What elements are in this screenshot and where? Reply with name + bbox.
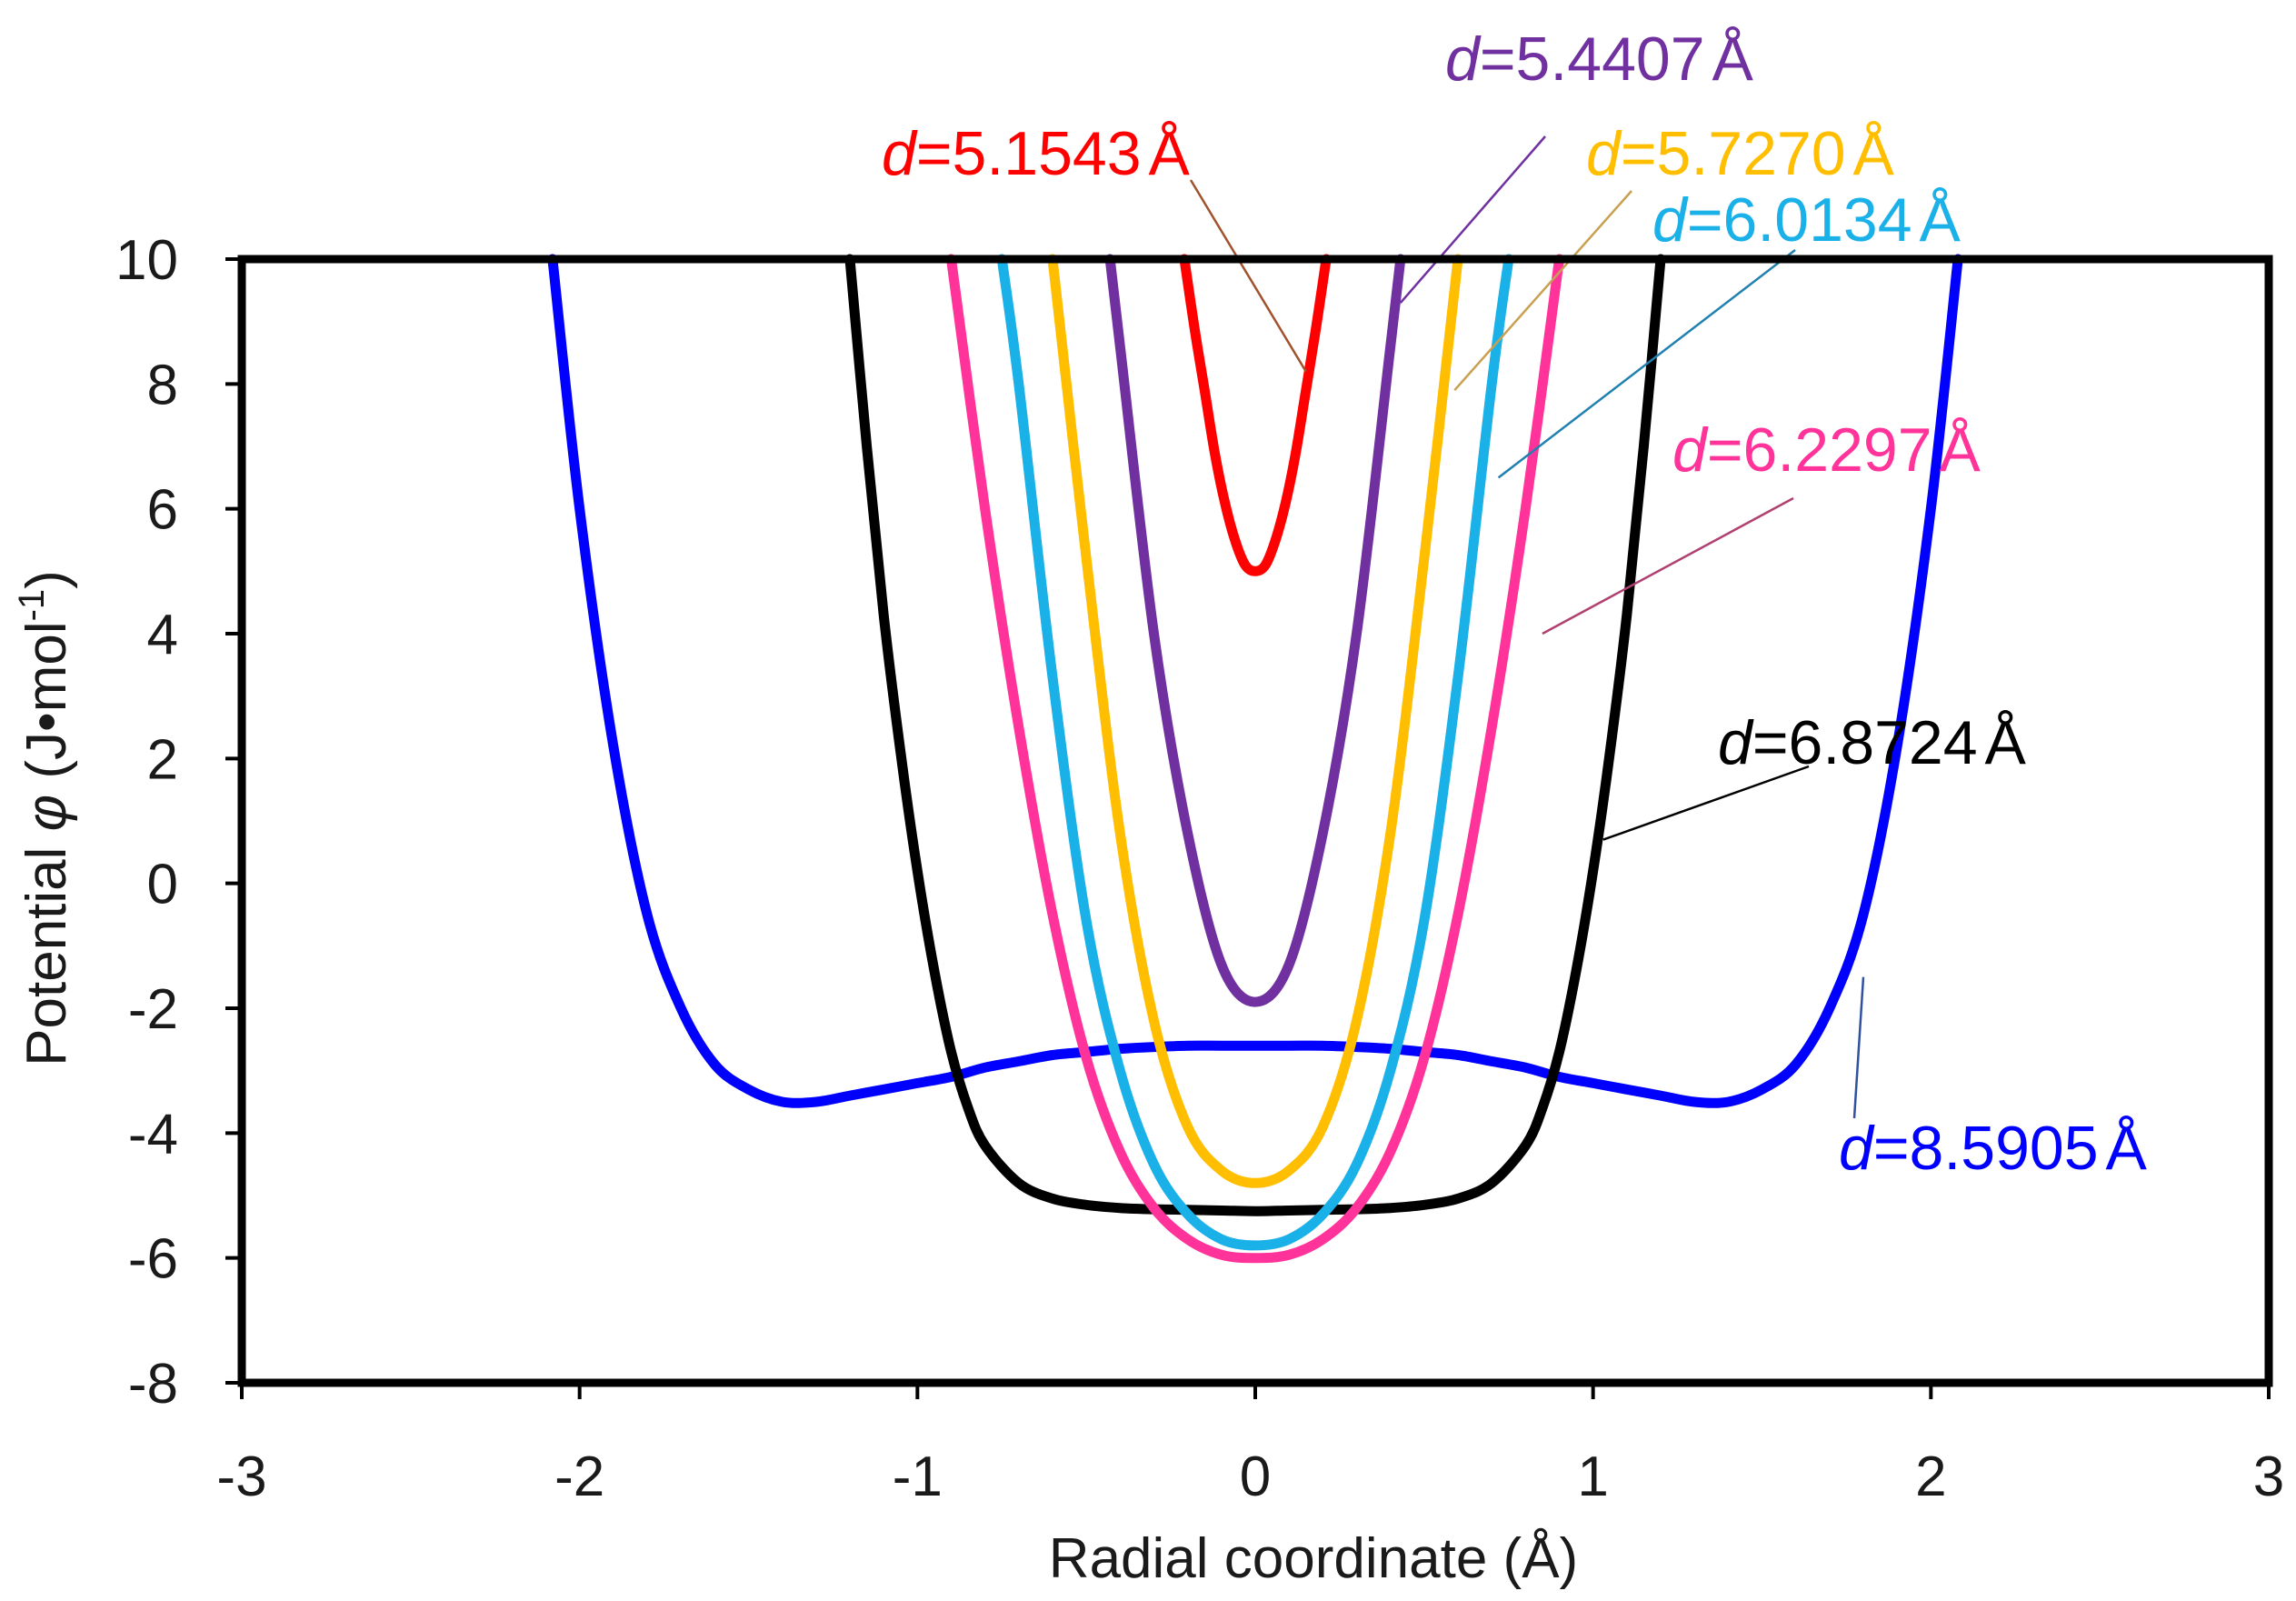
y-tick-label: -6 bbox=[128, 1228, 178, 1291]
annotation-label-6-2297: d=6.2297 Å bbox=[1672, 415, 1982, 485]
series-layer bbox=[547, 254, 1963, 1264]
annotation-unit: Å bbox=[1712, 25, 1754, 94]
tick-layer: -3 -2 -1 0 1 2 3 -8 -6 -4 -2 0 2 4 6 8 10 bbox=[115, 229, 2284, 1508]
annotation-d: d bbox=[1652, 185, 1689, 255]
series-line-d-5-1543 bbox=[1179, 254, 1332, 576]
y-tick-label: 4 bbox=[147, 604, 178, 666]
annotation-unit: Å bbox=[1149, 119, 1191, 188]
y-tick-label: -2 bbox=[128, 978, 178, 1041]
y-tick-label: 10 bbox=[115, 229, 178, 292]
x-tick-label: 0 bbox=[1240, 1446, 1271, 1508]
annotation-label-6-0134: d=6.0134 Å bbox=[1652, 185, 1962, 255]
series-line-d-5-7270 bbox=[1047, 254, 1463, 1188]
annotation-label-5-4407: d=5.4407 Å bbox=[1445, 25, 1754, 94]
annotation-equals: = bbox=[1752, 708, 1789, 777]
x-tick-label: -3 bbox=[216, 1446, 266, 1508]
series-line-d-6-8724 bbox=[844, 254, 1666, 1216]
annotation-leader-5-4407 bbox=[1399, 135, 1546, 304]
y-tick-label: 0 bbox=[147, 854, 178, 916]
annotation-value: 8.5905 bbox=[1910, 1114, 2099, 1183]
annotation-label-5-7270: d=5.7270 Å bbox=[1586, 119, 1895, 188]
annotation-label-8-5905: d=8.5905 Å bbox=[1839, 1114, 2148, 1183]
annotation-d: d bbox=[1839, 1114, 1875, 1183]
annotation-label-5-1543: d=5.1543 Å bbox=[882, 119, 1191, 188]
x-tick-label: 1 bbox=[1577, 1446, 1608, 1508]
annotation-d: d bbox=[1718, 708, 1754, 777]
y-tick-label: 6 bbox=[147, 479, 178, 542]
leader-layer bbox=[1189, 135, 1865, 1119]
y-axis-title-close: ) bbox=[15, 570, 78, 589]
annotation-equals: = bbox=[1687, 185, 1723, 255]
y-tick-label: 8 bbox=[147, 354, 178, 416]
annotation-equals: = bbox=[1621, 119, 1657, 188]
y-axis-title-symbol: φ bbox=[15, 795, 78, 831]
x-tick-label: -1 bbox=[893, 1446, 943, 1508]
y-tick-label: 2 bbox=[147, 728, 178, 791]
y-tick-label: -4 bbox=[128, 1103, 178, 1166]
annotation-leader-6-0134 bbox=[1497, 249, 1796, 479]
y-axis-title: Potential φ (J•mol-1) bbox=[12, 570, 78, 1066]
annotation-leader-5-7270 bbox=[1453, 190, 1632, 392]
y-axis-title-prefix: Potential bbox=[15, 831, 78, 1066]
annotation-value: 6.2297 bbox=[1743, 415, 1932, 485]
annotation-unit: Å bbox=[1920, 185, 1962, 255]
annotation-value: 5.7270 bbox=[1657, 119, 1846, 188]
annotation-equals: = bbox=[1707, 415, 1743, 485]
y-tick-label: -8 bbox=[128, 1353, 178, 1416]
annotation-unit: Å bbox=[2106, 1114, 2148, 1183]
x-tick-label: 3 bbox=[2253, 1446, 2284, 1508]
annotation-value: 6.0134 bbox=[1723, 185, 1912, 255]
annotation-d: d bbox=[1445, 25, 1482, 94]
annotation-leader-5-1543 bbox=[1189, 179, 1307, 373]
series-line-d-6-2297 bbox=[946, 254, 1564, 1264]
annotation-equals: = bbox=[1873, 1114, 1910, 1183]
annotation-equals: = bbox=[1480, 25, 1516, 94]
annotation-d: d bbox=[1586, 119, 1622, 188]
annotation-equals: = bbox=[916, 119, 953, 188]
y-axis-title-exponent: -1 bbox=[12, 589, 52, 622]
annotation-label-6-8724: d=6.8724 Å bbox=[1718, 708, 2027, 777]
x-tick-label: 2 bbox=[1915, 1446, 1946, 1508]
annotation-value: 5.4407 bbox=[1516, 25, 1705, 94]
annotation-leader-8-5905 bbox=[1852, 976, 1865, 1119]
annotation-d: d bbox=[1672, 415, 1709, 485]
annotation-leader-6-2297 bbox=[1542, 496, 1794, 635]
y-axis-title-unit: (J•mol bbox=[15, 621, 78, 794]
x-tick-label: -2 bbox=[554, 1446, 604, 1508]
annotation-unit: Å bbox=[1985, 708, 2027, 777]
annotation-leader-6-8724 bbox=[1602, 765, 1810, 841]
annotation-unit: Å bbox=[1940, 415, 1982, 485]
annotation-value: 6.8724 bbox=[1789, 708, 1978, 777]
series-line-d-5-4407 bbox=[1104, 254, 1406, 1007]
annotation-layer: d=5.1543 Åd=5.4407 Åd=5.7270 Åd=6.0134 Åd=6.… bbox=[882, 25, 2148, 1183]
annotation-unit: Å bbox=[1853, 119, 1895, 188]
series-line-d-6-0134 bbox=[996, 254, 1514, 1251]
annotation-value: 5.1543 bbox=[953, 119, 1142, 188]
annotation-d: d bbox=[882, 119, 918, 188]
x-axis-title: Radial coordinate (Å) bbox=[1049, 1527, 1578, 1590]
series-line-d-8-5905 bbox=[547, 254, 1963, 1108]
